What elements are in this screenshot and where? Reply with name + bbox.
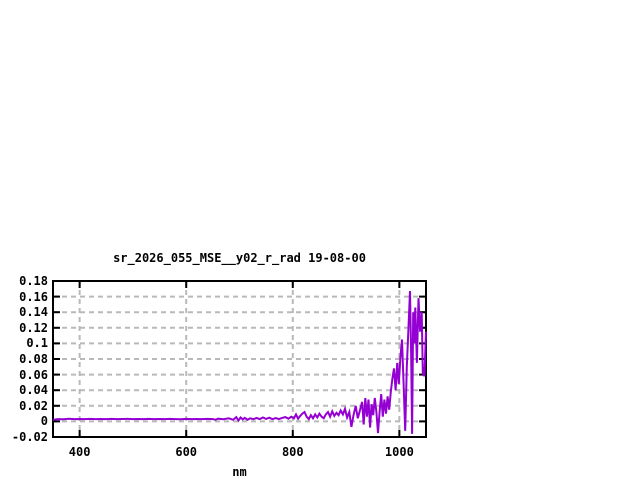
chart-title: sr_2026_055_MSE__y02_r_rad 19-08-00 — [113, 251, 366, 265]
y-tick-label: 0.04 — [19, 383, 48, 398]
y-tick-label: 0.14 — [19, 305, 48, 320]
y-tick-label: -0.02 — [11, 430, 48, 444]
y-tick-label: 0.16 — [19, 289, 48, 304]
y-tick-label: 0.12 — [19, 320, 48, 335]
y-tick-label: 0.06 — [19, 367, 48, 382]
x-tick-label: 600 — [175, 445, 198, 459]
y-tick-label: 0 — [40, 414, 48, 429]
y-tick-label: 0.02 — [19, 398, 48, 413]
data-line — [52, 291, 427, 434]
x-tick-label: 1000 — [384, 445, 414, 459]
x-axis-label: nm — [232, 465, 247, 479]
y-tick-label: 0.18 — [19, 274, 48, 288]
x-tick-label: 800 — [281, 445, 304, 459]
y-tick-label: 0.1 — [26, 336, 48, 351]
y-tick-label: 0.08 — [19, 352, 48, 366]
x-tick-label: 400 — [68, 445, 91, 459]
